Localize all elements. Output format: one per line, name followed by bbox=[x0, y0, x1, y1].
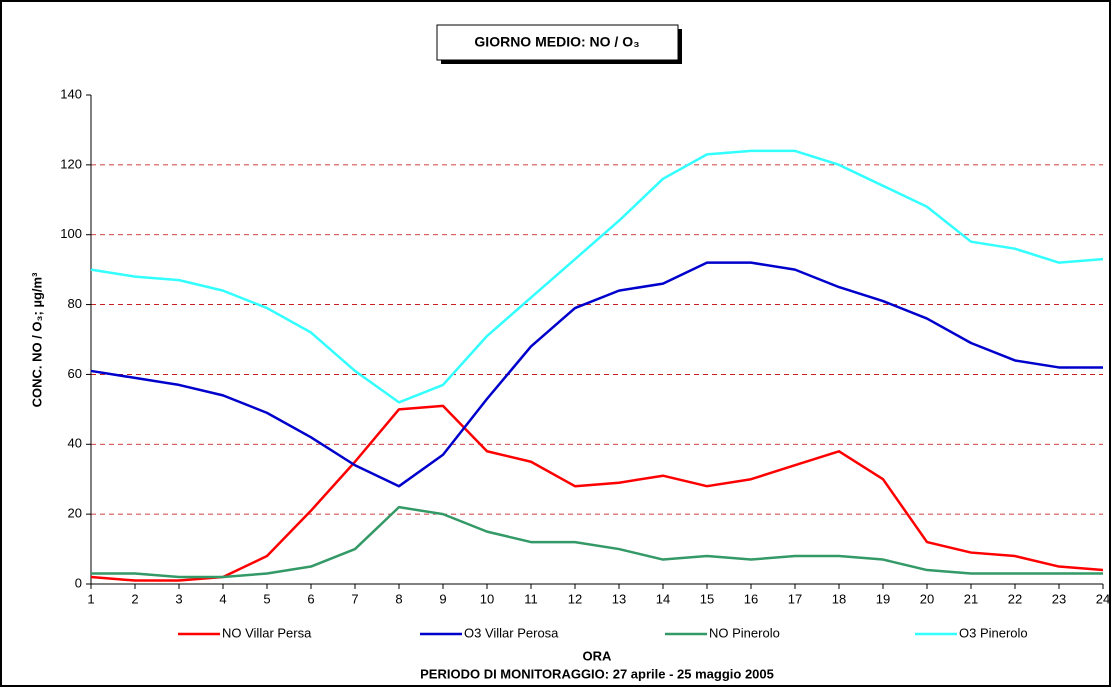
subtitle: PERIODO DI MONITORAGGIO: 27 aprile - 25 … bbox=[420, 666, 774, 681]
y-tick-label: 100 bbox=[60, 226, 82, 241]
y-tick-label: 80 bbox=[68, 296, 82, 311]
series-line bbox=[90, 404, 1104, 582]
x-tick-label: 15 bbox=[700, 591, 714, 606]
y-tick-label: 60 bbox=[68, 366, 82, 381]
x-tick-label: 6 bbox=[307, 591, 314, 606]
x-tick-label: 19 bbox=[876, 591, 890, 606]
legend-label: O3 Pinerolo bbox=[959, 625, 1028, 640]
x-tick-label: 20 bbox=[920, 591, 934, 606]
chart-title: GIORNO MEDIO: NO / O₃ bbox=[474, 34, 639, 50]
x-tick-label: 11 bbox=[524, 591, 538, 606]
x-tick-label: 7 bbox=[351, 591, 358, 606]
x-tick-label: 23 bbox=[1052, 591, 1066, 606]
x-tick-label: 10 bbox=[480, 591, 494, 606]
x-tick-label: 24 bbox=[1096, 591, 1110, 606]
x-tick-label: 5 bbox=[263, 591, 270, 606]
x-tick-label: 9 bbox=[439, 591, 446, 606]
legend-label: NO Villar Persa bbox=[222, 625, 312, 640]
x-tick-label: 16 bbox=[744, 591, 758, 606]
x-tick-label: 18 bbox=[832, 591, 846, 606]
y-tick-label: 40 bbox=[68, 436, 82, 451]
y-tick-label: 20 bbox=[68, 506, 82, 521]
x-tick-label: 3 bbox=[175, 591, 182, 606]
series-line bbox=[90, 261, 1103, 488]
x-tick-label: 21 bbox=[964, 591, 978, 606]
legend-label: NO Pinerolo bbox=[709, 625, 780, 640]
x-tick-label: 22 bbox=[1008, 591, 1022, 606]
series-line bbox=[90, 149, 1104, 404]
x-tick-label: 4 bbox=[219, 591, 226, 606]
x-tick-label: 12 bbox=[568, 591, 582, 606]
y-tick-label: 0 bbox=[75, 575, 82, 590]
y-tick-label: 120 bbox=[60, 156, 82, 171]
title-box bbox=[436, 24, 679, 61]
x-tick-label: 13 bbox=[612, 591, 626, 606]
y-axis-label: CONC. NO / O₃; µg/m³ bbox=[29, 272, 44, 408]
x-tick-label: 1 bbox=[87, 591, 94, 606]
x-tick-label: 14 bbox=[656, 591, 670, 606]
legend-label: O3 Villar Perosa bbox=[464, 625, 559, 640]
x-tick-label: 2 bbox=[131, 591, 138, 606]
x-tick-label: 8 bbox=[395, 591, 402, 606]
x-axis-label: ORA bbox=[583, 648, 613, 663]
series-line bbox=[91, 505, 1103, 579]
x-tick-label: 17 bbox=[788, 591, 802, 606]
y-tick-label: 140 bbox=[60, 86, 82, 101]
